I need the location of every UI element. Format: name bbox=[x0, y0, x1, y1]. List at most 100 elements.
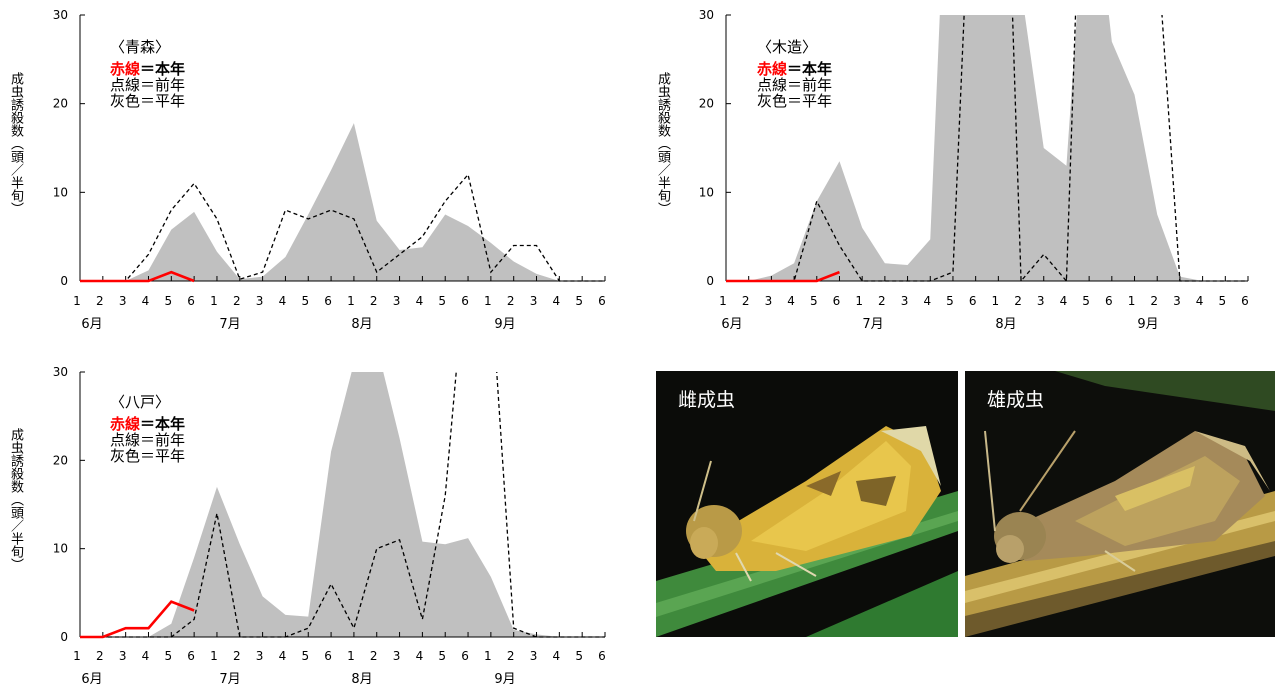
x-tick-label: 1 bbox=[210, 294, 218, 308]
chart-aomori: 0 10 20 30 1 2 3 4 5 6 1 2 3 4 5 6 1 2 3 4 5 6 1 2 3 4 5 6 6月 7月 8月 9月〈… bbox=[0, 0, 620, 340]
x-tick-label: 1 bbox=[73, 649, 81, 663]
male-adult-photo: 雄成虫 bbox=[965, 371, 1275, 637]
month-label: 9月 bbox=[1137, 317, 1158, 332]
x-tick-label: 3 bbox=[119, 649, 127, 663]
x-tick-label: 3 bbox=[765, 294, 773, 308]
y-axis-label-hachinohe: 成虫誘殺数（頭／半旬） bbox=[8, 428, 23, 571]
chart-hachinohe: 0 10 20 30 1 2 3 4 5 6 1 2 3 4 5 6 1 2 3 4 5 6 1 2 3 4 5 6 6月 7月 8月 9月〈… bbox=[0, 355, 620, 689]
legend-current: 赤線＝本年 bbox=[110, 415, 185, 433]
x-tick-label: 2 bbox=[507, 294, 515, 308]
series-normal-area bbox=[80, 372, 605, 637]
x-tick-label: 5 bbox=[810, 294, 818, 308]
x-tick-label: 1 bbox=[347, 649, 355, 663]
x-tick-label: 2 bbox=[233, 294, 241, 308]
x-tick-label: 1 bbox=[992, 294, 1000, 308]
x-tick-label: 5 bbox=[946, 294, 954, 308]
month-label: 6月 bbox=[81, 672, 102, 687]
x-tick-label: 5 bbox=[438, 649, 446, 663]
month-label: 7月 bbox=[862, 317, 883, 332]
x-tick-label: 5 bbox=[164, 294, 172, 308]
x-tick-label: 2 bbox=[96, 294, 104, 308]
female-adult-label: 雌成虫 bbox=[678, 389, 736, 411]
legend-current: 赤線＝本年 bbox=[110, 60, 185, 78]
series-previous-line bbox=[80, 173, 605, 282]
female-moth-image bbox=[656, 371, 958, 637]
month-label: 7月 bbox=[219, 672, 240, 687]
x-tick-label: 6 bbox=[461, 294, 469, 308]
x-tick-label: 1 bbox=[484, 649, 492, 663]
x-tick-label: 6 bbox=[1105, 294, 1113, 308]
y-tick-label: 20 bbox=[53, 453, 68, 467]
x-tick-label: 4 bbox=[923, 294, 931, 308]
x-tick-label: 3 bbox=[901, 294, 909, 308]
x-tick-label: 3 bbox=[530, 294, 538, 308]
x-tick-label: 5 bbox=[1218, 294, 1226, 308]
legend-previous: 点線＝前年 bbox=[110, 431, 185, 449]
y-tick-label: 30 bbox=[53, 365, 68, 379]
x-tick-label: 2 bbox=[1150, 294, 1158, 308]
x-tick-label: 3 bbox=[119, 294, 127, 308]
y-tick-label: 0 bbox=[60, 630, 68, 644]
x-tick-label: 1 bbox=[210, 649, 218, 663]
chart-title: 〈青森〉 bbox=[110, 38, 170, 56]
x-tick-label: 6 bbox=[187, 649, 195, 663]
x-tick-label: 4 bbox=[416, 649, 424, 663]
y-tick-label: 10 bbox=[53, 542, 68, 556]
y-tick-label: 10 bbox=[53, 185, 68, 199]
series-current-line bbox=[80, 270, 195, 283]
y-tick-label: 20 bbox=[53, 97, 68, 111]
x-tick-label: 2 bbox=[1014, 294, 1022, 308]
x-tick-label: 3 bbox=[393, 649, 401, 663]
x-tick-label: 6 bbox=[324, 649, 332, 663]
x-tick-label: 4 bbox=[142, 294, 150, 308]
series-normal-area bbox=[80, 123, 605, 281]
legend-current: 赤線＝本年 bbox=[757, 60, 832, 78]
legend-normal: 灰色＝平年 bbox=[110, 92, 185, 110]
x-tick-label: 5 bbox=[575, 294, 583, 308]
x-tick-label: 1 bbox=[855, 294, 863, 308]
legend-previous: 点線＝前年 bbox=[110, 76, 185, 94]
y-tick-label: 30 bbox=[53, 8, 68, 22]
chart-title: 〈八戸〉 bbox=[110, 393, 170, 411]
x-tick-label: 5 bbox=[301, 294, 309, 308]
chart-title: 〈木造〉 bbox=[757, 38, 817, 56]
x-tick-label: 4 bbox=[416, 294, 424, 308]
x-tick-label: 6 bbox=[833, 294, 841, 308]
x-tick-label: 3 bbox=[1037, 294, 1045, 308]
month-label: 8月 bbox=[351, 672, 372, 687]
male-adult-label: 雄成虫 bbox=[987, 389, 1045, 411]
x-tick-label: 6 bbox=[324, 294, 332, 308]
y-axis-label-kizukuri: 成虫誘殺数（頭／半旬） bbox=[655, 72, 670, 215]
x-tick-label: 3 bbox=[1173, 294, 1181, 308]
x-tick-label: 5 bbox=[1082, 294, 1090, 308]
x-tick-label: 3 bbox=[393, 294, 401, 308]
x-tick-label: 1 bbox=[484, 294, 492, 308]
x-tick-label: 6 bbox=[598, 649, 606, 663]
x-tick-label: 6 bbox=[1241, 294, 1249, 308]
x-tick-label: 5 bbox=[438, 294, 446, 308]
legend-normal: 灰色＝平年 bbox=[110, 447, 185, 465]
x-tick-label: 5 bbox=[301, 649, 309, 663]
y-axis-label-aomori: 成虫誘殺数（頭／半旬） bbox=[8, 72, 23, 215]
male-moth-image bbox=[965, 371, 1275, 637]
month-label: 6月 bbox=[721, 317, 742, 332]
x-tick-label: 4 bbox=[142, 649, 150, 663]
y-tick-label: 10 bbox=[699, 185, 714, 199]
x-tick-label: 4 bbox=[553, 649, 561, 663]
chart-kizukuri: 0 10 20 30 1 2 3 4 5 6 1 2 3 4 5 6 1 2 3 4 5 6 1 2 3 4 5 6 6月 7月 8月 9月〈… bbox=[640, 0, 1270, 340]
x-tick-label: 3 bbox=[530, 649, 538, 663]
legend-previous: 点線＝前年 bbox=[757, 76, 832, 94]
legend-normal: 灰色＝平年 bbox=[757, 92, 832, 110]
y-tick-label: 0 bbox=[706, 274, 714, 288]
x-tick-label: 6 bbox=[598, 294, 606, 308]
x-tick-label: 4 bbox=[1196, 294, 1204, 308]
x-tick-label: 6 bbox=[969, 294, 977, 308]
x-tick-label: 4 bbox=[279, 649, 287, 663]
series-current-line bbox=[726, 270, 840, 283]
x-tick-label: 1 bbox=[347, 294, 355, 308]
series-current-line bbox=[80, 600, 195, 639]
series-normal-area bbox=[726, 15, 1248, 281]
x-tick-label: 1 bbox=[1128, 294, 1136, 308]
